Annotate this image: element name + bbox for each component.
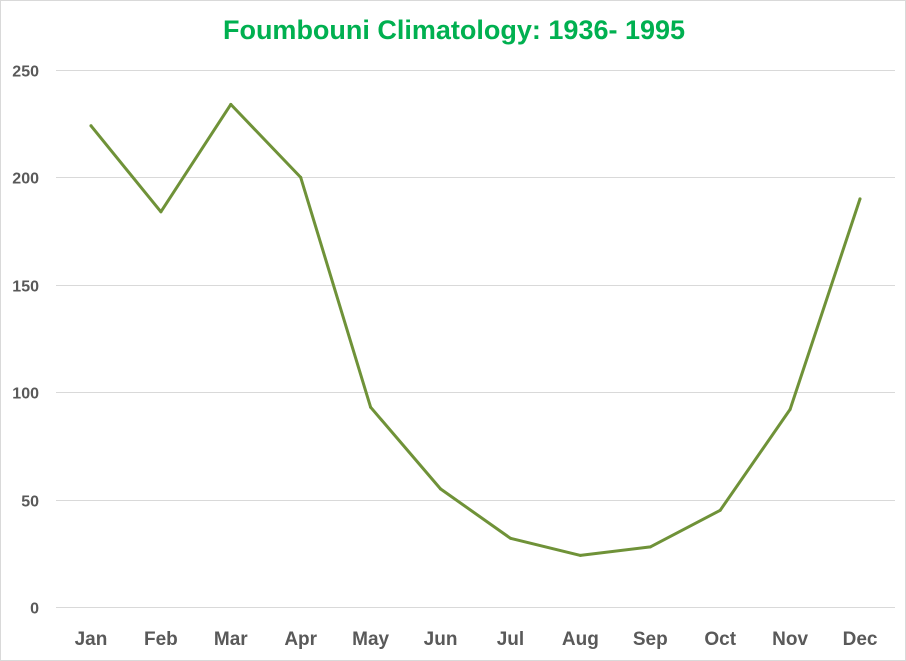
x-tick-label-aug: Aug	[562, 629, 599, 650]
y-tick-label-150: 150	[12, 279, 39, 296]
y-tick-label-0: 0	[30, 601, 39, 618]
data-point-mar	[229, 102, 233, 106]
chart-title: Foumbouni Climatology: 1936- 1995	[222, 15, 686, 45]
x-tick-label-nov: Nov	[772, 629, 808, 650]
x-tick-label-jul: Jul	[497, 629, 524, 650]
x-tick-label-feb: Feb	[144, 629, 178, 650]
x-tick-label-jan: Jan	[75, 629, 108, 650]
data-point-may	[369, 405, 373, 409]
x-tick-label-may: May	[352, 629, 389, 650]
y-tick-label-50: 50	[21, 494, 39, 511]
grid-layer	[56, 70, 895, 608]
data-point-oct	[718, 508, 722, 512]
x-tick-label-dec: Dec	[843, 629, 878, 650]
x-tick-label-jun: Jun	[424, 629, 458, 650]
data-point-sep	[648, 545, 652, 549]
y-tick-label-200: 200	[12, 171, 39, 188]
y-tick-label-100: 100	[12, 386, 39, 403]
data-point-jun	[439, 487, 442, 491]
data-point-nov	[788, 407, 792, 411]
y-axis-ticks: 0 50 100 150 200 250	[12, 64, 39, 618]
data-point-feb	[159, 210, 163, 214]
x-axis-ticks: Jan Feb Mar Apr May Jun Jul Aug Sep Oct Nov Dec	[75, 629, 878, 650]
x-tick-label-sep: Sep	[633, 629, 668, 650]
data-point-jan	[89, 124, 93, 128]
x-tick-label-oct: Oct	[704, 629, 736, 650]
x-tick-label-mar: Mar	[214, 629, 248, 650]
data-point-aug	[578, 553, 582, 557]
data-point-jul	[509, 536, 512, 540]
x-tick-label-apr: Apr	[284, 629, 317, 650]
series-layer	[89, 102, 862, 557]
data-point-apr	[299, 175, 303, 179]
series-line-0	[89, 102, 862, 557]
y-tick-label-250: 250	[12, 64, 39, 81]
data-point-dec	[858, 197, 862, 201]
